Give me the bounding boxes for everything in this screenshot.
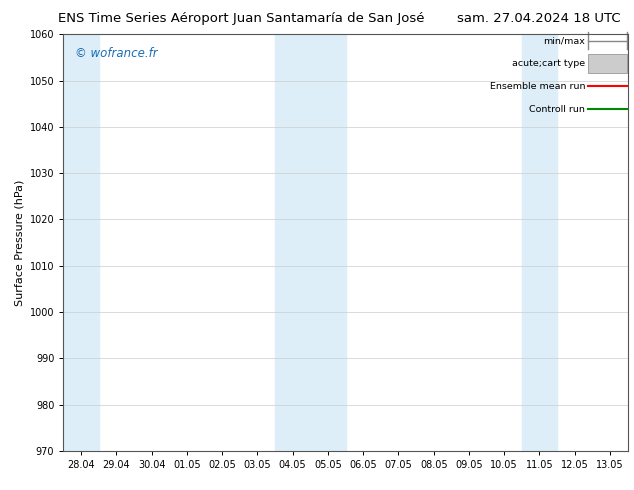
Bar (522, 34, 557, 451)
Bar (588, 54, 627, 73)
Text: © wofrance.fr: © wofrance.fr (75, 47, 157, 60)
Bar (275, 34, 346, 451)
Text: Ensemble mean run: Ensemble mean run (490, 82, 585, 91)
Text: Controll run: Controll run (529, 105, 585, 114)
Y-axis label: Surface Pressure (hPa): Surface Pressure (hPa) (14, 179, 24, 306)
Text: acute;cart type: acute;cart type (512, 59, 585, 68)
Bar (63, 34, 99, 451)
Text: sam. 27.04.2024 18 UTC: sam. 27.04.2024 18 UTC (457, 12, 621, 25)
Text: min/max: min/max (543, 36, 585, 45)
Text: ENS Time Series Aéroport Juan Santamaría de San José: ENS Time Series Aéroport Juan Santamaría… (58, 12, 424, 25)
